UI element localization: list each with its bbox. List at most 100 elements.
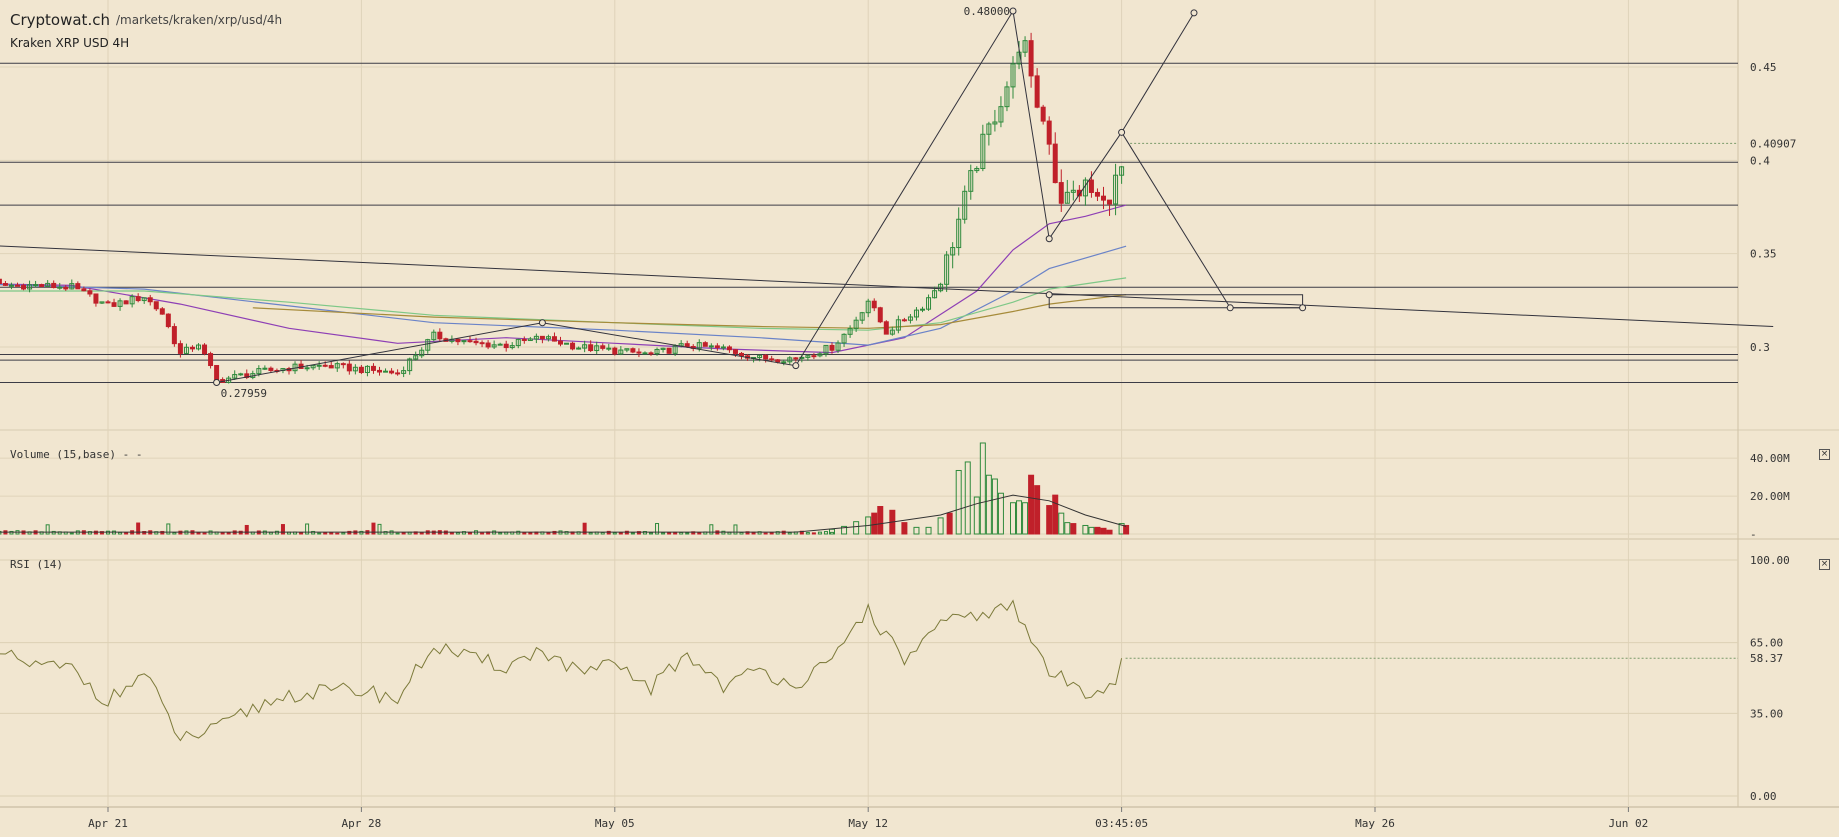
candle-body	[612, 347, 618, 355]
volume-bar	[468, 532, 472, 535]
candle-body	[926, 297, 932, 310]
candle-body	[87, 290, 93, 295]
candle-body	[702, 342, 708, 347]
candle-body	[817, 353, 823, 357]
volume-bar	[522, 532, 527, 535]
volume-bar	[1106, 529, 1113, 535]
candle-body	[322, 364, 328, 367]
volume-close-icon[interactable]: ×	[1819, 449, 1830, 460]
candle-body	[739, 352, 744, 357]
candle-body	[395, 372, 401, 375]
volume-bar	[955, 469, 962, 535]
volume-bar	[160, 530, 165, 535]
candle-body	[726, 346, 732, 351]
candle-body	[431, 331, 437, 341]
candle-body	[383, 370, 389, 373]
candle-body	[642, 352, 648, 355]
candle-body	[551, 336, 557, 342]
volume-bar	[667, 531, 672, 535]
candle-body	[708, 345, 714, 348]
market-path[interactable]: /markets/kraken/xrp/usd/4h	[116, 13, 283, 27]
volume-bar	[280, 524, 285, 535]
candle-body	[45, 282, 51, 287]
candle-body	[304, 367, 310, 370]
candle-body	[316, 364, 322, 367]
x-tick-label: Jun 02	[1609, 817, 1649, 830]
candle-body	[684, 343, 690, 347]
candle-body	[883, 321, 889, 335]
candle-body	[1107, 199, 1113, 205]
drawing-anchor-handle	[1190, 9, 1198, 17]
candle-body	[545, 336, 551, 340]
candle-body	[877, 307, 883, 323]
candle-body	[196, 344, 201, 350]
volume-bar	[552, 530, 557, 535]
volume-bar	[630, 532, 635, 535]
candle-body	[913, 309, 919, 318]
volume-bar	[1052, 494, 1059, 535]
candle-body	[980, 133, 986, 169]
volume-tick-label: 40.00M	[1750, 452, 1790, 465]
volume-bar	[142, 531, 147, 535]
candle-body	[654, 348, 660, 355]
candle-body	[618, 349, 624, 355]
candle-body	[141, 297, 147, 302]
candle-body	[841, 333, 847, 344]
drawing-anchor-handle	[792, 362, 800, 370]
candle-body	[413, 355, 419, 360]
volume-bar	[1016, 500, 1023, 535]
volume-bar	[498, 532, 503, 535]
candle-body	[950, 247, 956, 256]
rsi-line	[0, 599, 1123, 742]
candle-body	[829, 344, 835, 351]
candle-body	[763, 354, 769, 360]
candle-body	[69, 283, 75, 290]
candle-body	[425, 339, 431, 351]
volume-bar	[685, 532, 690, 535]
volume-bar	[455, 532, 460, 535]
volume-bar	[359, 530, 364, 535]
volume-bar	[739, 531, 744, 535]
volume-bar	[606, 530, 611, 535]
candle-body	[358, 366, 364, 374]
candle-body	[1028, 40, 1034, 77]
candle-body	[600, 345, 606, 349]
volume-bar	[516, 530, 521, 535]
volume-bar	[937, 517, 944, 535]
candle-body	[799, 356, 805, 359]
site-title[interactable]: Cryptowat.ch	[10, 11, 110, 29]
volume-tick-label: 20.00M	[1750, 490, 1790, 503]
x-tick-label: May 12	[848, 817, 888, 830]
candle-body	[189, 346, 195, 350]
candle-body	[805, 355, 811, 358]
candle-body	[1058, 182, 1064, 204]
candle-body	[159, 308, 165, 315]
candle-body	[781, 361, 787, 364]
candle-body	[1119, 166, 1125, 176]
volume-panel-label: Volume (15,base) - -	[10, 448, 143, 461]
volume-bar	[564, 531, 569, 535]
candle-body	[389, 370, 395, 374]
volume-bar	[371, 522, 376, 535]
volume-bar	[69, 532, 74, 535]
candle-body	[648, 352, 654, 355]
candle-body	[93, 293, 99, 304]
moving-average-line	[0, 277, 1127, 331]
drawing-anchor-handle	[1045, 235, 1053, 243]
volume-bar	[196, 532, 201, 535]
volume-bar	[9, 530, 14, 535]
candle-body	[672, 345, 678, 354]
volume-bar	[841, 525, 848, 535]
rsi-close-icon[interactable]: ×	[1819, 559, 1830, 570]
volume-bar	[347, 530, 352, 535]
candle-body	[1010, 63, 1016, 88]
candle-body	[214, 365, 220, 381]
candle-body	[268, 367, 274, 371]
volume-bar	[299, 531, 304, 535]
volume-bar	[823, 531, 828, 535]
volume-bar	[636, 531, 641, 535]
price-tick-label: 0.45	[1750, 61, 1777, 74]
volume-bar	[624, 530, 629, 535]
candle-body	[461, 340, 467, 343]
